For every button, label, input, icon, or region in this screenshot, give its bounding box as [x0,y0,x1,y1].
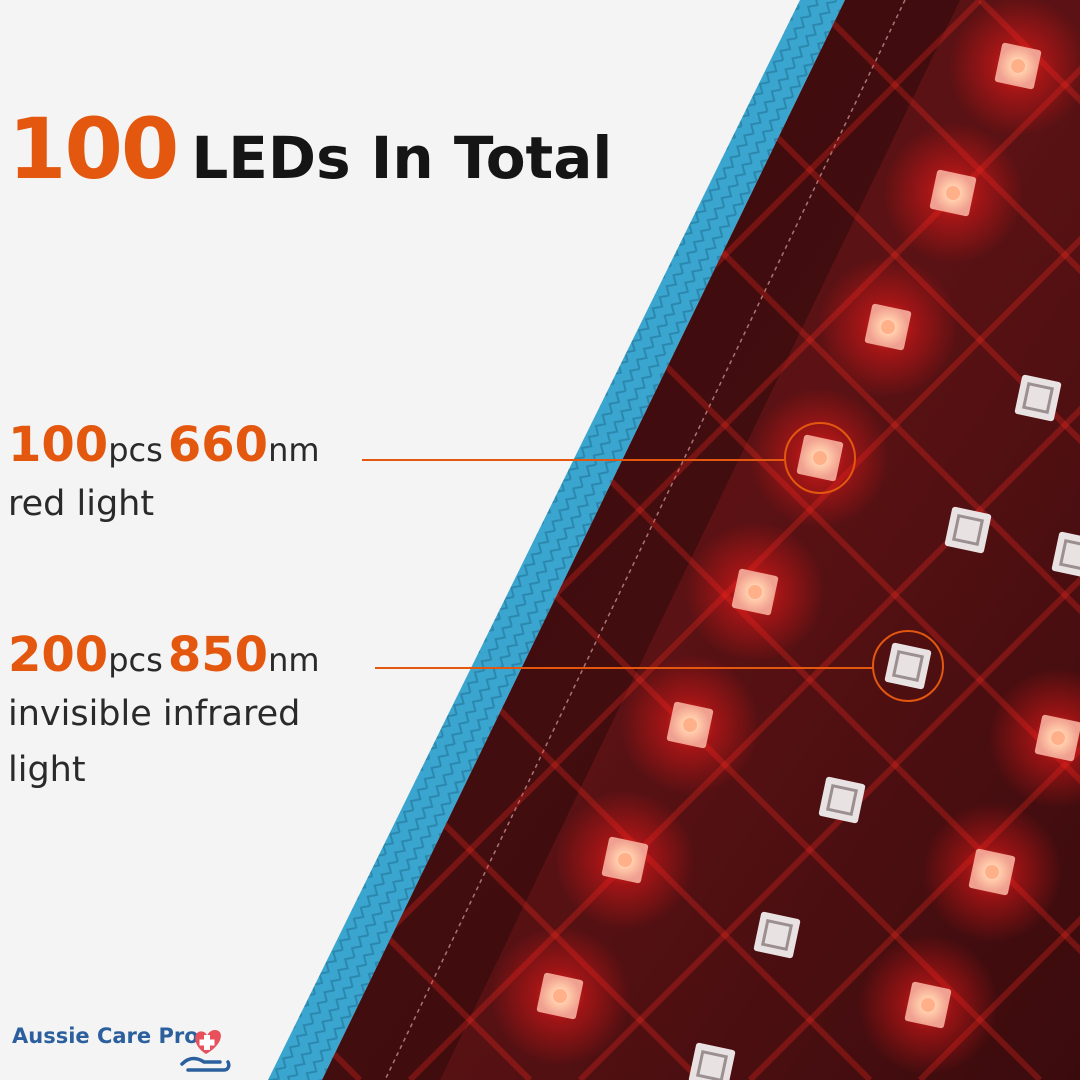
red-wavelength: 660 [167,417,269,473]
heading-text: LEDs In Total [191,124,613,192]
red-led [490,926,630,1066]
infrared-count-unit: pcs [108,641,163,679]
red-led [883,123,1023,263]
heading-number: 100 [8,100,179,198]
red-led [685,522,825,662]
infrared-light-spec: 200pcs 850nm [8,631,320,679]
red-led [858,935,998,1075]
heart-hands-icon [180,1030,231,1072]
red-wavelength-unit: nm [268,431,320,469]
infrared-light-description-line1: invisible infrared [8,694,301,734]
infrared-count: 200 [8,627,109,683]
red-led [988,668,1080,808]
infrared-led [818,776,866,824]
red-led [620,655,760,795]
infrared-led-callout-ring [872,630,944,702]
red-light-description: red light [8,484,155,524]
infrared-wavelength: 850 [167,627,269,683]
red-callout-line [362,459,784,461]
fabric-binding [268,0,845,1080]
red-led-callout-ring [784,422,856,494]
red-led [750,388,890,528]
red-led [948,0,1080,136]
infrared-led [884,642,932,690]
red-led [818,257,958,397]
red-light-spec: 100pcs 660nm [8,421,320,469]
red-led [922,802,1062,942]
infrared-led [1014,374,1062,422]
infrared-callout-line [375,667,873,669]
infrared-led [688,1042,736,1080]
infrared-led [753,911,801,959]
infrared-wavelength-unit: nm [268,641,320,679]
heading: 100 LEDs In Total [8,100,612,198]
red-led [555,790,695,930]
infrared-led [1051,531,1080,579]
red-count: 100 [8,417,109,473]
brand-name: Aussie Care Pro [12,1024,199,1048]
red-count-unit: pcs [108,431,163,469]
infrared-light-description-line2: light [8,750,86,790]
infrared-led [944,506,992,554]
